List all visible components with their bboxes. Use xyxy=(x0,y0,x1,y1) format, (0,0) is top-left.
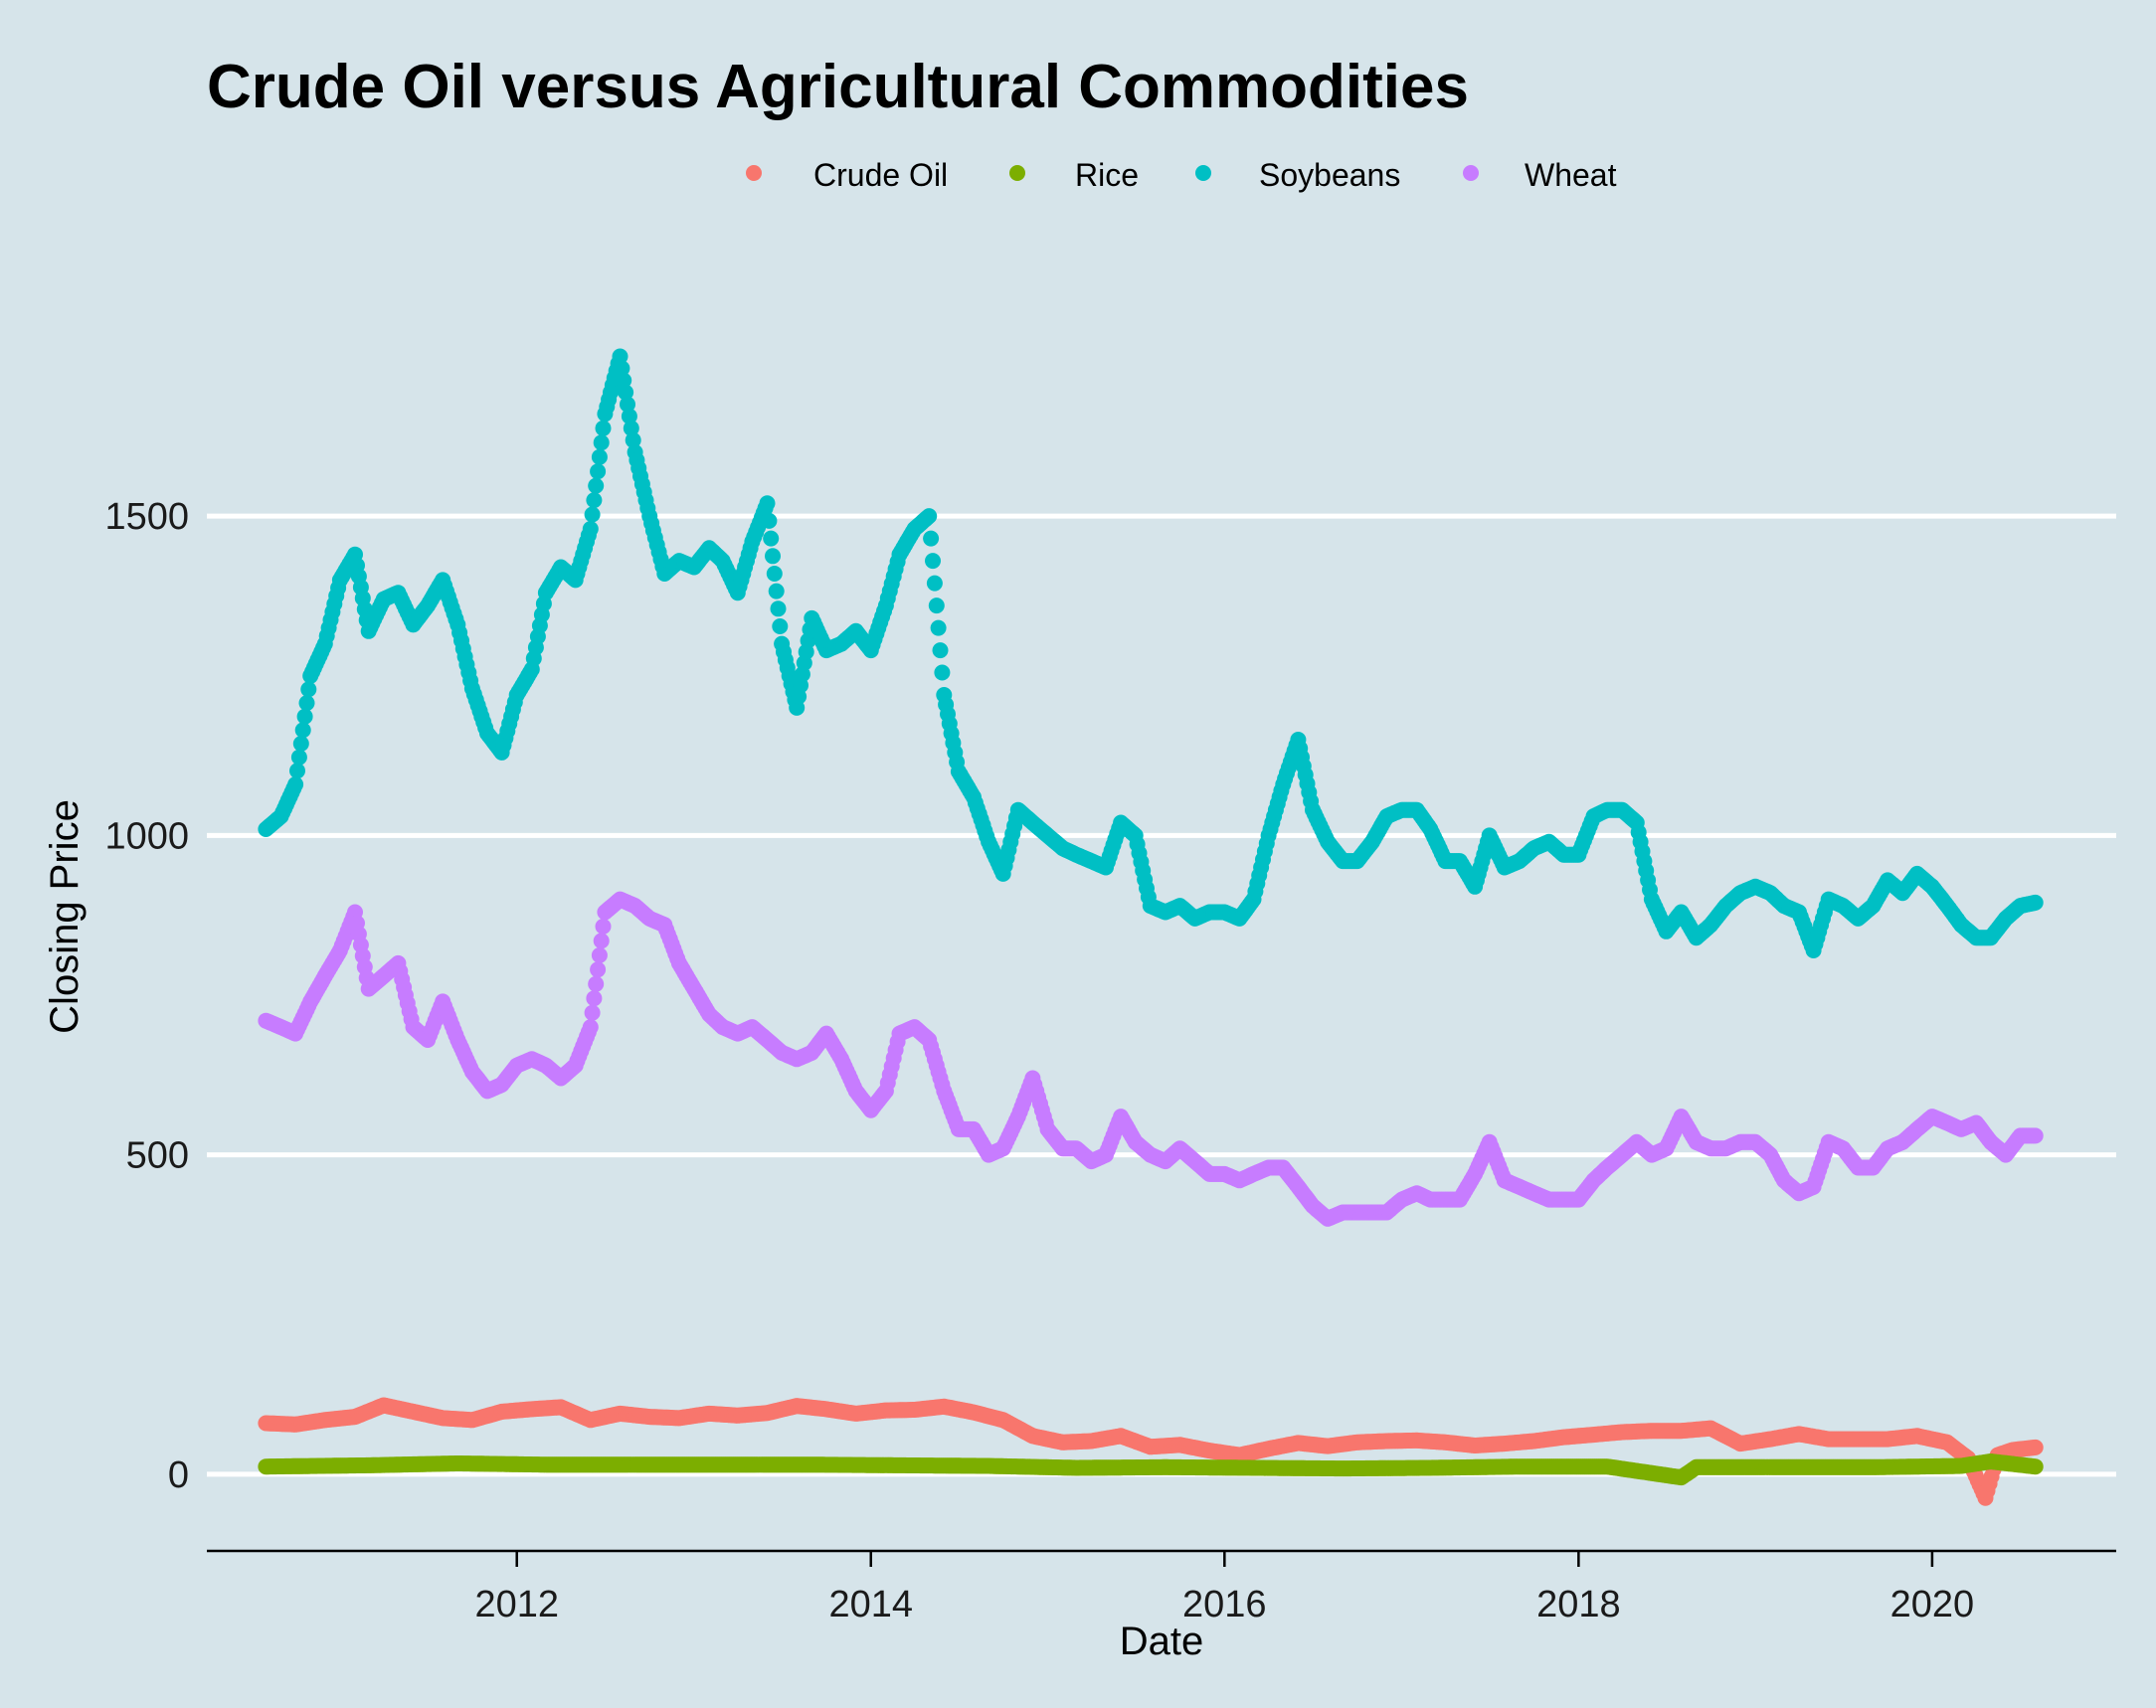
data-point xyxy=(298,695,315,712)
y-tick-label: 500 xyxy=(126,1135,189,1177)
data-points xyxy=(258,348,2044,1506)
data-point xyxy=(586,492,603,509)
series-rice xyxy=(258,1453,2044,1486)
data-point xyxy=(593,434,610,451)
legend-marker-rice xyxy=(1009,165,1025,181)
data-point xyxy=(768,583,785,599)
legend-label-rice: Rice xyxy=(1075,157,1139,193)
y-tick-label: 1000 xyxy=(104,815,189,857)
legend-marker-wheat xyxy=(1463,165,1479,181)
data-point xyxy=(761,512,778,529)
data-point xyxy=(294,722,311,739)
data-point xyxy=(292,736,309,752)
data-point xyxy=(2027,1127,2044,1144)
y-tick-label: 0 xyxy=(168,1454,189,1496)
data-point xyxy=(925,553,941,570)
data-point xyxy=(289,763,305,779)
data-point xyxy=(582,1019,599,1036)
legend-label-soybeans: Soybeans xyxy=(1259,157,1400,193)
data-point xyxy=(590,463,607,480)
data-point xyxy=(934,664,951,681)
legend-label-crude-oil: Crude Oil xyxy=(813,157,948,193)
data-point xyxy=(590,961,607,978)
data-point xyxy=(930,619,947,636)
y-axis-title: Closing Price xyxy=(43,799,87,1034)
data-point xyxy=(759,495,776,512)
data-point xyxy=(2027,1439,2044,1455)
data-point xyxy=(772,618,789,634)
data-point xyxy=(586,990,603,1007)
data-point xyxy=(921,508,938,525)
data-point xyxy=(595,420,612,436)
data-point xyxy=(932,642,949,659)
data-point xyxy=(591,946,608,963)
grid-lines xyxy=(207,513,2116,1477)
data-point xyxy=(300,681,317,698)
data-point xyxy=(2027,894,2044,911)
data-point xyxy=(582,521,599,537)
x-axis-title: Date xyxy=(1120,1620,1204,1663)
data-point xyxy=(926,575,943,592)
data-point xyxy=(625,431,641,448)
y-axis-ticks: 0 500 1000 1500 xyxy=(104,496,189,1496)
data-point xyxy=(588,477,605,494)
data-point xyxy=(621,408,637,425)
x-axis-ticks: 2012 2014 2016 2018 2020 xyxy=(474,1551,1974,1625)
data-point xyxy=(290,749,307,766)
series-crude-oil xyxy=(258,1397,2044,1506)
chart-title: Crude Oil versus Agricultural Commoditie… xyxy=(207,53,1469,121)
data-point xyxy=(595,918,612,935)
data-point xyxy=(612,348,629,365)
x-tick-label: 2020 xyxy=(1890,1584,1975,1625)
x-tick-label: 2016 xyxy=(1182,1584,1267,1625)
data-point xyxy=(2027,1458,2044,1475)
data-point xyxy=(770,600,787,617)
data-point xyxy=(765,548,781,565)
data-point xyxy=(593,933,610,949)
data-point xyxy=(584,506,601,523)
x-tick-label: 2014 xyxy=(828,1584,913,1625)
data-point xyxy=(584,1004,601,1021)
series-wheat xyxy=(258,891,2044,1227)
data-point xyxy=(614,360,630,377)
data-point xyxy=(928,598,945,614)
y-tick-label: 1500 xyxy=(104,496,189,538)
data-point xyxy=(618,384,634,401)
data-point xyxy=(623,420,639,436)
legend: Crude Oil Rice Soybeans Wheat xyxy=(746,157,1617,193)
legend-marker-crude-oil xyxy=(746,165,762,181)
data-point xyxy=(591,448,608,465)
legend-label-wheat: Wheat xyxy=(1525,157,1617,193)
data-point xyxy=(296,708,313,725)
data-point xyxy=(923,530,940,547)
data-point xyxy=(620,396,635,413)
data-point xyxy=(287,776,304,792)
legend-marker-soybeans xyxy=(1195,165,1211,181)
data-point xyxy=(588,975,605,992)
series-soybeans xyxy=(258,348,2044,958)
data-point xyxy=(616,372,632,389)
x-tick-label: 2018 xyxy=(1536,1584,1621,1625)
data-point xyxy=(763,530,780,547)
x-tick-label: 2012 xyxy=(474,1584,559,1625)
data-point xyxy=(766,566,783,582)
